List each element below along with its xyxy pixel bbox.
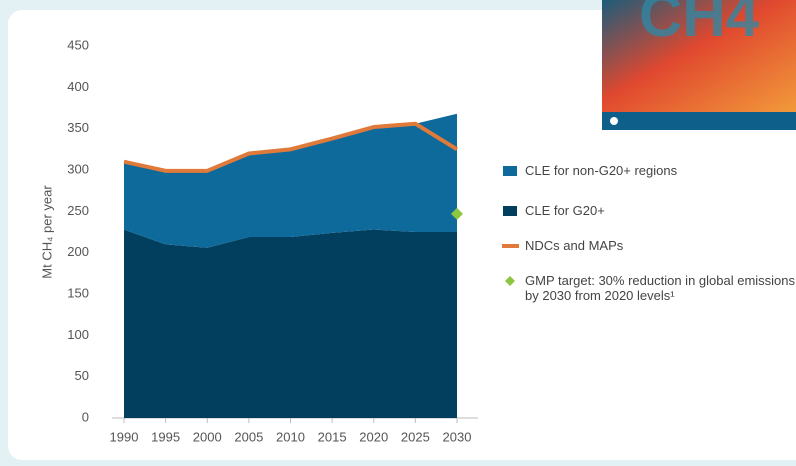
y-tick-label: 450 [67,37,89,52]
y-axis-label: Mt CH₄ per year [39,185,54,279]
x-tick-label: 1990 [110,429,139,444]
x-tick-label: 1995 [151,429,180,444]
x-tick-label: 2030 [443,429,472,444]
target-marker [451,207,463,220]
y-tick-label: 250 [67,203,89,218]
legend-label: CLE for non-G20+ regions [525,163,678,178]
x-tick-label: 2010 [276,429,305,444]
x-tick-label: 2025 [401,429,430,444]
y-tick-label: 400 [67,79,89,94]
legend-label: GMP target: 30% reduction in global emis… [525,273,796,303]
y-tick-label: 300 [67,161,89,176]
x-tick-label: 2000 [193,429,222,444]
cover-title: CH4 [639,0,760,49]
line [123,121,459,173]
legend-label: NDCs and MAPs [525,238,624,253]
cover: CH4 [602,0,796,130]
area [124,229,457,418]
y-tick-label: 200 [67,244,89,259]
legend-label: CLE for G20+ [525,203,605,218]
x-tick-label: 2015 [318,429,347,444]
y-tick-label: 100 [67,327,89,342]
area [124,113,457,248]
y-tick-label: 0 [82,409,89,424]
y-tick-label: 150 [67,285,89,300]
y-tick-label: 50 [75,368,89,383]
x-tick-label: 2005 [234,429,263,444]
y-tick-label: 350 [67,120,89,135]
legend-swatch [503,206,517,216]
legend-swatch [503,166,517,176]
legend-swatch [505,276,515,286]
x-tick-label: 2020 [359,429,388,444]
